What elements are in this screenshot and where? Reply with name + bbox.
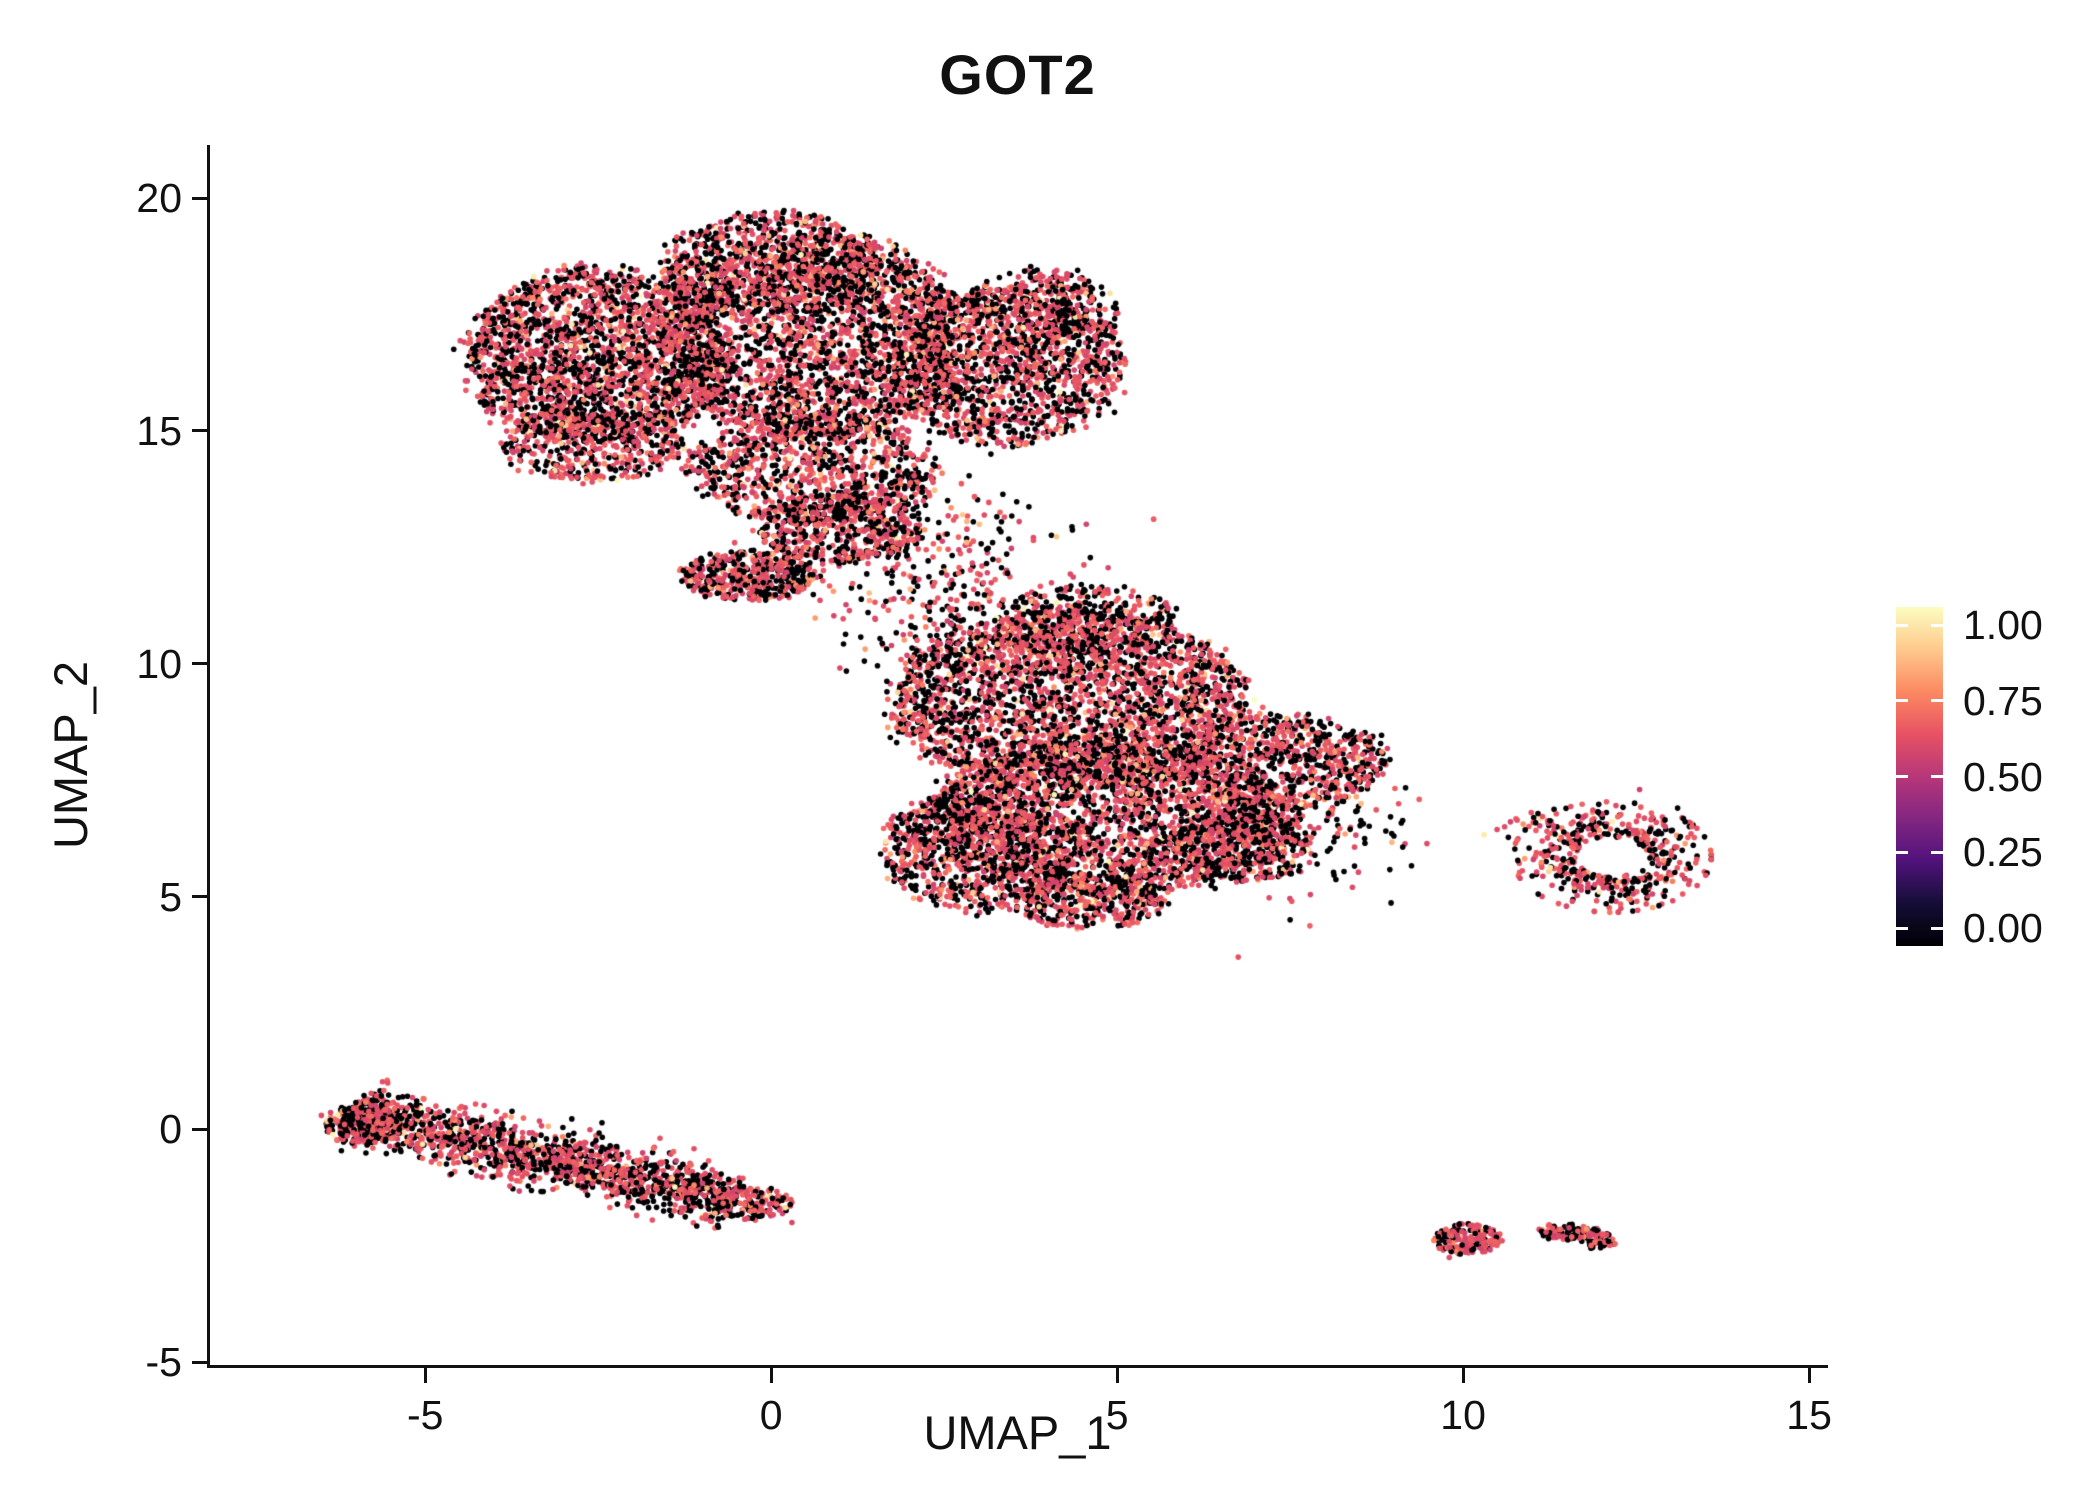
colorbar-tick-mark <box>1931 850 1943 854</box>
colorbar-tick-mark <box>1931 699 1943 703</box>
colorbar-tick-mark <box>1931 926 1943 930</box>
x-tick-label: 10 <box>1440 1392 1486 1438</box>
x-tick-label: 0 <box>759 1392 783 1438</box>
x-tick-mark <box>1115 1368 1119 1383</box>
y-tick-label: -5 <box>145 1339 182 1386</box>
plot-title: GOT2 <box>939 43 1096 106</box>
y-tick-label: 5 <box>159 873 182 920</box>
y-tick-label: 10 <box>136 640 182 687</box>
colorbar-tick-mark <box>1896 850 1908 854</box>
colorbar-tick-mark <box>1896 926 1908 930</box>
y-tick-label: 15 <box>136 407 182 454</box>
x-tick-label: -5 <box>406 1392 444 1438</box>
colorbar-tick-label: 1.00 <box>1963 602 2043 648</box>
colorbar-tick-mark <box>1931 623 1943 627</box>
y-tick-label: 0 <box>159 1106 182 1153</box>
x-tick-mark <box>1461 1368 1465 1383</box>
x-tick-label: 15 <box>1786 1392 1832 1438</box>
x-tick-mark <box>769 1368 773 1383</box>
colorbar-tick-label: 0.50 <box>1963 753 2043 800</box>
x-axis-line <box>207 1365 1828 1368</box>
colorbar-tick-mark <box>1896 623 1908 627</box>
colorbar-tick-label: 0.75 <box>1963 677 2043 724</box>
y-tick-mark <box>192 1360 207 1364</box>
y-tick-mark <box>192 1127 207 1131</box>
y-tick-mark <box>192 196 207 200</box>
y-tick-mark <box>192 429 207 433</box>
colorbar-tick-mark <box>1931 775 1943 778</box>
x-tick-label: 5 <box>1105 1392 1129 1438</box>
colorbar-tick-mark <box>1896 775 1908 778</box>
x-axis-label: UMAP_1 <box>923 1406 1112 1459</box>
x-tick-mark <box>1807 1368 1811 1383</box>
y-tick-mark <box>192 662 207 666</box>
colorbar-tick-mark <box>1896 699 1908 703</box>
y-axis-line <box>207 145 210 1368</box>
y-tick-label: 20 <box>136 175 182 222</box>
y-tick-mark <box>192 895 207 899</box>
x-tick-mark <box>423 1368 427 1383</box>
colorbar-tick-label: 0.25 <box>1963 829 2043 876</box>
colorbar-tick-label: 0.00 <box>1963 905 2043 951</box>
